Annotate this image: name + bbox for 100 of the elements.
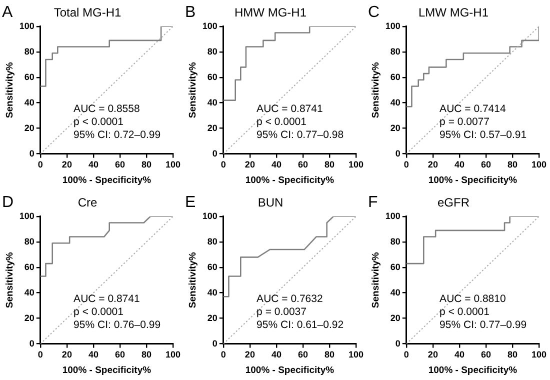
y-tick-label: 0	[29, 148, 34, 158]
annotation: AUC = 0.8741	[74, 292, 140, 305]
annotation: AUC = 0.8810	[440, 292, 506, 305]
x-axis-title: 100% - Specificity%	[428, 364, 518, 376]
x-tick-label: 60	[114, 350, 125, 360]
y-tick-label: 100	[202, 20, 218, 31]
x-axis-title: 100% - Specificity%	[62, 364, 152, 376]
chart-title: BUN	[258, 196, 284, 210]
y-tick-label: 100	[385, 210, 400, 221]
x-tick-label: 20	[244, 350, 255, 360]
y-tick-label: 0	[395, 148, 400, 158]
annotation: p < 0.0001	[256, 116, 307, 128]
x-tick-label: 80	[324, 350, 334, 360]
x-tick-label: 100	[165, 350, 181, 360]
x-tick-label: 0	[38, 350, 43, 360]
y-tick-label: 40	[390, 287, 400, 298]
y-tick-label: 60	[24, 72, 34, 82]
text: E	[185, 194, 196, 211]
y-tick-label: 60	[207, 72, 218, 82]
y-tick-label: 100	[19, 20, 34, 31]
y-tick-label: 40	[207, 287, 218, 298]
annotation: 95% CI: 0.61–0.92	[256, 318, 344, 331]
chart-title: HMW MG-H1	[234, 6, 307, 20]
x-tick-label: 80	[141, 350, 152, 360]
x-axis-title: 100% - Specificity%	[245, 174, 335, 186]
y-tick-label: 80	[207, 46, 218, 56]
x-tick-label: 20	[244, 160, 255, 170]
x-axis-title: 100% - Specificity%	[62, 174, 152, 186]
y-tick-label: 100	[385, 20, 400, 31]
x-tick-label: 40	[454, 160, 464, 170]
x-tick-label: 100	[348, 350, 364, 360]
y-tick-label: 0	[395, 338, 400, 348]
x-tick-label: 40	[454, 350, 464, 360]
y-tick-label: 0	[212, 338, 218, 348]
x-axis-title: 100% - Specificity%	[245, 364, 335, 376]
y-axis-title: Sensitivity%	[187, 62, 198, 118]
y-tick-label: 100	[19, 210, 34, 221]
annotation: p < 0.0001	[74, 306, 124, 318]
chart-title: LMW MG-H1	[418, 6, 489, 20]
x-tick-label: 60	[114, 160, 125, 170]
text: F	[368, 194, 378, 211]
x-tick-label: 20	[62, 350, 72, 360]
x-tick-label: 80	[507, 160, 518, 170]
y-axis-title: Sensitivity%	[370, 62, 382, 118]
y-tick-label: 80	[24, 236, 34, 246]
x-tick-label: 40	[88, 350, 98, 360]
x-axis-title: 100% - Specificity%	[428, 174, 518, 186]
annotation: AUC = 0.7414	[440, 102, 506, 115]
x-tick-label: 100	[165, 160, 181, 170]
annotation: 95% CI: 0.76–0.99	[74, 318, 161, 331]
annotation: 95% CI: 0.77–0.99	[440, 318, 527, 331]
text: C	[368, 4, 380, 21]
y-tick-label: 20	[24, 312, 34, 323]
x-tick-label: 20	[62, 160, 72, 170]
x-tick-label: 60	[298, 350, 308, 360]
y-tick-label: 80	[390, 236, 400, 246]
annotation: AUC = 0.7632	[256, 292, 323, 305]
y-tick-label: 60	[207, 262, 218, 272]
chart-title: Total MG-H1	[54, 6, 122, 20]
y-tick-label: 60	[390, 72, 400, 82]
annotation: 95% CI: 0.77–0.98	[256, 128, 344, 141]
x-tick-label: 80	[141, 160, 152, 170]
x-tick-label: 40	[88, 160, 98, 170]
y-tick-label: 60	[24, 262, 34, 272]
y-axis-title: Sensitivity%	[187, 252, 198, 308]
x-tick-label: 60	[298, 160, 308, 170]
x-tick-label: 20	[428, 160, 438, 170]
x-tick-label: 0	[220, 350, 226, 360]
x-tick-label: 0	[404, 160, 409, 170]
y-axis-title: Sensitivity%	[370, 252, 382, 308]
text: A	[2, 4, 13, 21]
y-tick-label: 60	[390, 262, 400, 272]
x-tick-label: 80	[324, 160, 334, 170]
y-tick-label: 20	[24, 122, 34, 133]
y-tick-label: 20	[390, 312, 400, 323]
annotation: 95% CI: 0.57–0.91	[440, 128, 527, 141]
annotation: p = 0.0077	[440, 116, 490, 128]
y-tick-label: 0	[29, 338, 34, 348]
text: D	[2, 194, 14, 211]
y-tick-label: 80	[24, 46, 34, 56]
y-tick-label: 40	[24, 97, 34, 108]
x-tick-label: 0	[38, 160, 43, 170]
text: B	[185, 4, 196, 21]
y-tick-label: 20	[207, 122, 218, 133]
chart-title: eGFR	[437, 196, 470, 210]
y-tick-label: 80	[207, 236, 218, 246]
x-tick-label: 0	[404, 350, 409, 360]
x-tick-label: 20	[428, 350, 438, 360]
y-tick-label: 40	[207, 97, 218, 108]
annotation: AUC = 0.8558	[74, 102, 140, 115]
x-tick-label: 40	[271, 160, 282, 170]
y-axis-title: Sensitivity%	[4, 62, 16, 118]
x-tick-label: 100	[348, 160, 364, 170]
annotation: p < 0.0001	[440, 306, 490, 318]
y-tick-label: 40	[24, 287, 34, 298]
x-tick-label: 80	[507, 350, 518, 360]
x-tick-label: 60	[480, 160, 491, 170]
y-tick-label: 40	[390, 97, 400, 108]
annotation: AUC = 0.8741	[256, 102, 323, 115]
y-tick-label: 20	[207, 312, 218, 323]
